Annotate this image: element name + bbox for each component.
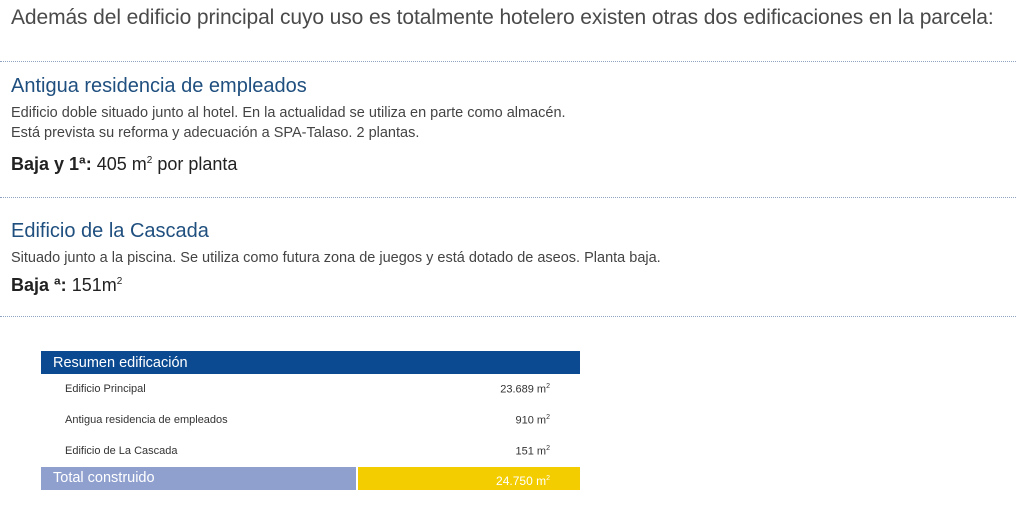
intro-text: Además del edificio principal cuyo uso e… bbox=[11, 6, 994, 29]
description-line: Edificio doble situado junto al hotel. E… bbox=[11, 105, 566, 121]
section-title-cascada: Edificio de la Cascada bbox=[11, 220, 209, 242]
summary-header: Resumen edificación bbox=[41, 351, 580, 374]
section-description: Edificio doble situado junto al hotel. E… bbox=[11, 103, 566, 143]
divider bbox=[0, 316, 1016, 317]
section-description: Situado junto a la piscina. Se utiliza c… bbox=[11, 248, 661, 268]
total-label: Total construido bbox=[41, 467, 356, 490]
table-row: Edificio de La Cascada 151 m2 bbox=[41, 436, 580, 467]
row-value: 23.689 m2 bbox=[500, 383, 550, 396]
total-row: Total construido 24.750 m2 bbox=[41, 467, 580, 490]
total-value: 24.750 m2 bbox=[358, 467, 580, 490]
section-title-residencia: Antigua residencia de empleados bbox=[11, 75, 307, 97]
area-label: Baja ª: bbox=[11, 275, 67, 295]
area-unit-sup: 2 bbox=[116, 276, 123, 287]
row-value: 910 m2 bbox=[515, 414, 550, 427]
area-cascada: Baja ª: 151m2 bbox=[11, 275, 122, 296]
table-row: Edificio Principal 23.689 m2 bbox=[41, 374, 580, 405]
summary-table: Resumen edificación Edificio Principal 2… bbox=[41, 351, 580, 490]
area-value: 151m bbox=[71, 275, 117, 295]
description-line: Situado junto a la piscina. Se utiliza c… bbox=[11, 250, 661, 266]
row-label: Edificio de La Cascada bbox=[65, 445, 178, 457]
area-label: Baja y 1ª: bbox=[11, 154, 92, 174]
row-value: 151 m2 bbox=[515, 445, 550, 458]
area-suffix: por planta bbox=[152, 154, 238, 174]
table-row: Antigua residencia de empleados 910 m2 bbox=[41, 405, 580, 436]
description-line: Está prevista su reforma y adecuación a … bbox=[11, 125, 420, 141]
divider bbox=[0, 61, 1016, 62]
row-label: Edificio Principal bbox=[65, 383, 146, 395]
divider bbox=[0, 197, 1016, 198]
area-residencia: Baja y 1ª: 405 m2 por planta bbox=[11, 154, 237, 175]
area-value: 405 m bbox=[96, 154, 147, 174]
area-unit-sup: 2 bbox=[146, 155, 153, 166]
row-label: Antigua residencia de empleados bbox=[65, 414, 228, 426]
